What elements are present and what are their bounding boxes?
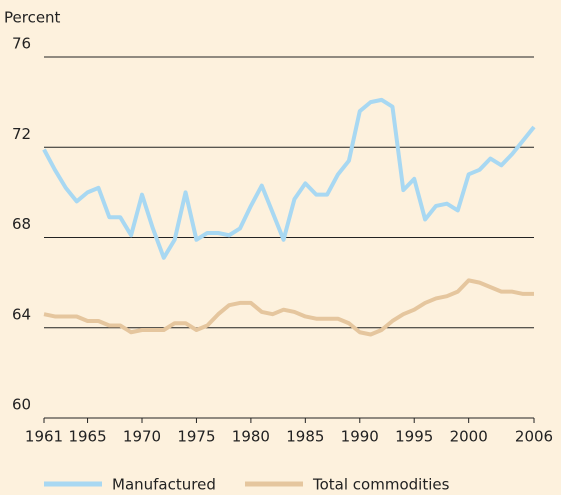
x-tick-label: 1970 (123, 428, 161, 446)
x-tick-label: 1965 (68, 428, 106, 446)
y-tick-label: 76 (12, 35, 31, 53)
y-axis-label: Percent (4, 9, 61, 27)
y-tick-label: 72 (12, 125, 31, 143)
series-line (43, 278, 534, 337)
x-tick-label: 1985 (286, 428, 324, 446)
x-tick-label: 1961 (25, 428, 63, 446)
x-tick-label: 1990 (341, 428, 379, 446)
series-line (42, 97, 536, 260)
x-tick-label: 1980 (232, 428, 270, 446)
x-tick-label: 2000 (450, 428, 488, 446)
x-tick-label: 1995 (395, 428, 433, 446)
legend-label: Manufactured (112, 476, 216, 494)
x-tick-label: 2006 (515, 428, 553, 446)
y-tick-label: 64 (12, 305, 31, 323)
x-tick-label: 1975 (177, 428, 215, 446)
y-tick-label: 60 (12, 396, 31, 414)
y-tick-label: 68 (12, 215, 31, 233)
legend-label: Total commodities (312, 476, 450, 494)
